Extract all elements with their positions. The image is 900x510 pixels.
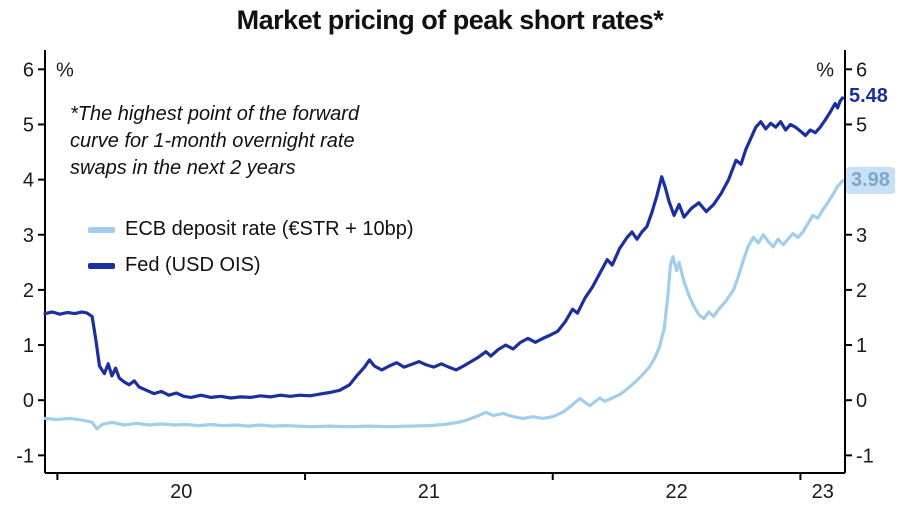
svg-text:4: 4 — [23, 170, 34, 192]
footnote-line: curve for 1-month overnight rate — [70, 130, 355, 152]
svg-text:3: 3 — [23, 225, 34, 247]
fed-end-label: 5.48 — [849, 84, 888, 107]
legend: ECB deposit rate (€STR + 10bp) Fed (USD … — [88, 218, 413, 277]
svg-text:1: 1 — [856, 335, 867, 357]
svg-text:6: 6 — [856, 59, 867, 81]
chart-title: Market pricing of peak short rates* — [236, 5, 664, 35]
svg-text:-1: -1 — [856, 445, 874, 467]
footnote-line: swaps in the next 2 years — [70, 157, 296, 179]
chart-footnote: *The highest point of the forward curve … — [70, 101, 359, 182]
legend-label-fed: Fed (USD OIS) — [125, 254, 261, 276]
svg-text:%: % — [816, 59, 834, 81]
svg-text:22: 22 — [665, 481, 687, 503]
legend-label-ecb: ECB deposit rate (€STR + 10bp) — [125, 218, 414, 240]
svg-text:6: 6 — [23, 59, 34, 81]
svg-text:3: 3 — [856, 225, 867, 247]
svg-text:-1: -1 — [16, 445, 34, 467]
svg-text:1: 1 — [23, 335, 34, 357]
svg-text:5: 5 — [23, 114, 34, 136]
legend-item-ecb: ECB deposit rate (€STR + 10bp) — [88, 218, 413, 241]
svg-text:20: 20 — [170, 481, 192, 503]
ecb-end-label: 3.98 — [846, 166, 895, 194]
svg-text:5: 5 — [856, 114, 867, 136]
svg-text:2: 2 — [23, 280, 34, 302]
footnote-line: *The highest point of the forward — [70, 103, 360, 125]
svg-text:%: % — [56, 59, 74, 81]
legend-item-fed: Fed (USD OIS) — [88, 254, 413, 277]
svg-text:2: 2 — [856, 280, 867, 302]
svg-text:21: 21 — [418, 481, 440, 503]
svg-text:0: 0 — [23, 390, 34, 412]
ecb-line-swatch-icon — [88, 226, 115, 233]
fed-line-swatch-icon — [88, 262, 115, 269]
svg-text:23: 23 — [812, 481, 834, 503]
svg-text:0: 0 — [856, 390, 867, 412]
